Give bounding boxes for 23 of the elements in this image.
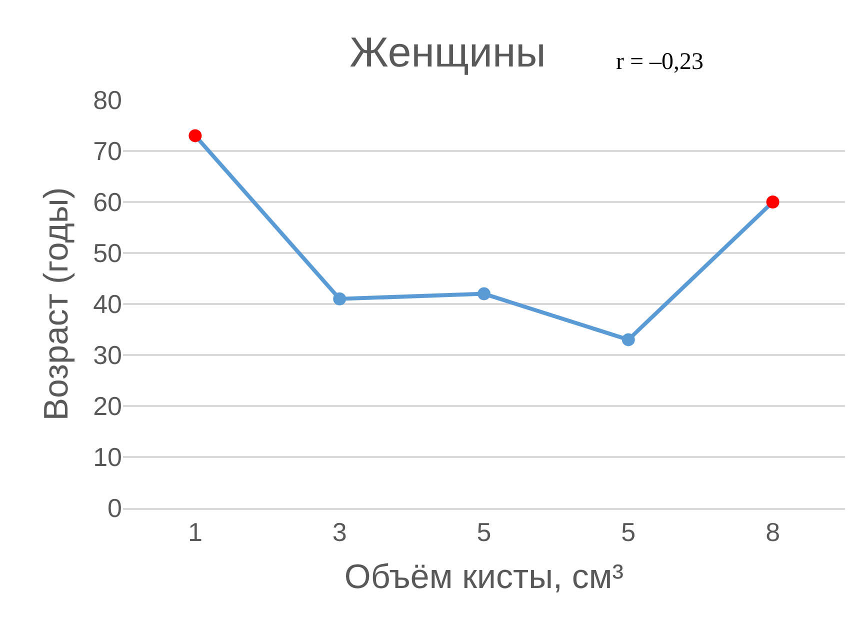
y-tick-label: 0: [108, 493, 122, 524]
point: [478, 287, 490, 300]
y-tick-label: 80: [93, 85, 122, 116]
y-tick-label: 20: [93, 391, 122, 422]
point: [333, 292, 346, 306]
x-tick-label: 8: [766, 516, 780, 547]
x-tick-label: 5: [476, 516, 492, 547]
y-tick-label: 50: [93, 238, 122, 268]
y-tick-label: 40: [93, 289, 122, 320]
x-tick-label: 3: [332, 516, 347, 547]
text: r = –0,23: [616, 49, 704, 75]
x-tick-label: 5: [621, 516, 636, 547]
x-tick-label: 1: [188, 516, 202, 547]
point: [766, 196, 780, 208]
x-axis-title: Объём кисты, см³: [344, 558, 624, 596]
chart-title: Женщины: [350, 28, 546, 76]
y-tick-label: 60: [93, 187, 122, 218]
point: [188, 129, 202, 142]
y-tick-label: 10: [93, 442, 122, 472]
y-tick-label: 30: [93, 340, 122, 370]
point: [622, 333, 635, 346]
y-tick-label: 70: [93, 136, 122, 166]
y-axis-title: Возраст (годы): [38, 187, 76, 421]
